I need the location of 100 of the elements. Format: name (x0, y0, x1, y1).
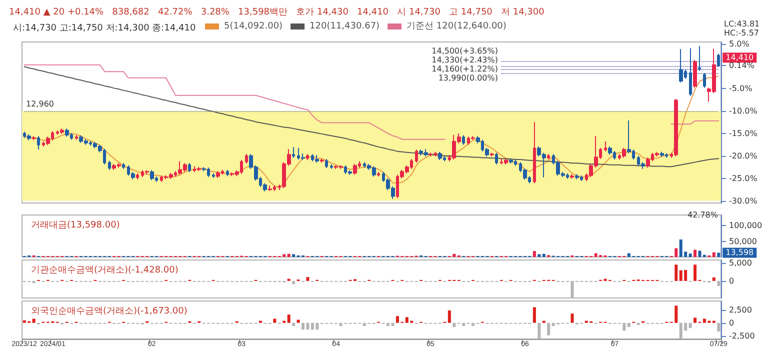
candlestick (462, 134, 465, 146)
candlestick (60, 128, 64, 134)
candlestick (509, 158, 513, 164)
candlestick (693, 59, 697, 88)
candlestick (429, 152, 432, 157)
candlestick (216, 170, 220, 178)
candlestick (575, 174, 579, 180)
y-tick-label: -25.0% (729, 174, 758, 183)
candlestick (108, 160, 111, 170)
bar (542, 254, 546, 257)
candlestick (646, 157, 650, 168)
bar (698, 250, 702, 257)
candlestick (212, 172, 215, 178)
line-series (24, 75, 720, 188)
bar (532, 251, 536, 257)
annotation: 13,990(0.00%) (438, 74, 498, 82)
candlestick (245, 154, 248, 164)
candlestick (438, 151, 442, 160)
bar (547, 322, 550, 336)
bar (32, 318, 36, 323)
candlestick (320, 158, 324, 164)
y-tick-label: 100,000 (729, 221, 762, 230)
candlestick (490, 152, 494, 157)
y-tick-label: -20.0% (729, 151, 758, 160)
candlestick (136, 172, 139, 180)
bar (287, 254, 290, 257)
bar (688, 322, 692, 328)
annotation: 14,500(+3.65%) (432, 46, 498, 56)
bar (302, 322, 305, 330)
candlestick (32, 136, 36, 141)
candlestick (377, 172, 380, 178)
bar (712, 252, 716, 257)
bar (292, 254, 296, 257)
text: LC:43.81 (724, 20, 760, 28)
candlestick (674, 98, 678, 157)
y-tick-label: -2,500 (729, 331, 755, 340)
annotation: 13,598 (726, 248, 754, 258)
candlestick (679, 48, 683, 83)
candlestick (353, 163, 357, 176)
candlestick (495, 152, 498, 165)
bar (717, 252, 720, 257)
candlestick (504, 158, 508, 165)
annotation: 12,960 (26, 100, 54, 108)
bar (538, 254, 541, 257)
bar (306, 277, 310, 281)
candlestick (689, 48, 692, 96)
annotation: 14,330(+2.43%) (432, 56, 498, 64)
candlestick (570, 174, 574, 180)
candlestick (122, 162, 125, 170)
text: 외국인순매수금액(거래소)(-1,673.00) (31, 306, 188, 316)
y-tick-label: -10.0% (729, 106, 758, 116)
candlestick (717, 53, 720, 68)
y-tick-label: 0 (729, 276, 734, 286)
y-tick-label: 2,500 (729, 305, 752, 314)
chart-title: 시:14,730 고:14,750 저:14,300 종:14,410 (13, 24, 196, 34)
candlestick (268, 185, 272, 192)
bar (694, 318, 697, 323)
text: 거래대금(13,598.00) (31, 220, 120, 230)
bar (688, 254, 692, 257)
y-tick-label: 5,000 (729, 258, 752, 268)
chart-subtitle: 14,410 ▲ 20 +0.14% 838,682 42.72% 3.28% 13,598백만 호가 14,430 14,410 시 14,730 고 14,750 저 14,300 (9, 8, 545, 18)
candlestick (660, 151, 664, 158)
y-tick-label: -30.0% (729, 196, 758, 206)
candlestick (226, 169, 229, 177)
candlestick (471, 136, 475, 140)
candlestick (150, 170, 154, 181)
bar (712, 277, 716, 281)
candlestick (348, 170, 352, 176)
bar (292, 322, 296, 326)
candlestick (197, 166, 201, 172)
y-tick-label: 0.14% (729, 61, 755, 70)
annotation: 42.78% (687, 210, 718, 220)
bar (32, 280, 36, 284)
candlestick (533, 122, 536, 184)
bar (532, 307, 536, 323)
candlestick (698, 46, 701, 72)
text: 기관순매수금액(거래소)(-1,428.00) (31, 266, 178, 276)
y-tick-label: -15.0% (729, 128, 758, 138)
candlestick (434, 151, 437, 157)
candlestick (608, 146, 612, 156)
bar (674, 264, 678, 281)
candlestick (65, 128, 69, 138)
bar (448, 310, 451, 323)
bar (292, 280, 296, 284)
bar (627, 322, 630, 328)
candlestick (315, 154, 319, 164)
y-tick-label: -5.0% (729, 84, 753, 94)
bar (273, 318, 276, 323)
candlestick (145, 170, 149, 174)
candlestick (306, 154, 309, 160)
bar (452, 322, 456, 328)
text: HC:-5.57 (724, 28, 759, 38)
bar (287, 314, 290, 323)
candlestick (37, 136, 40, 150)
candlestick (292, 146, 295, 158)
candlestick (622, 147, 626, 158)
bar (570, 313, 574, 323)
bar (694, 264, 697, 281)
candlestick (188, 162, 191, 173)
annotation: 14,160(+1.22%) (432, 64, 498, 74)
